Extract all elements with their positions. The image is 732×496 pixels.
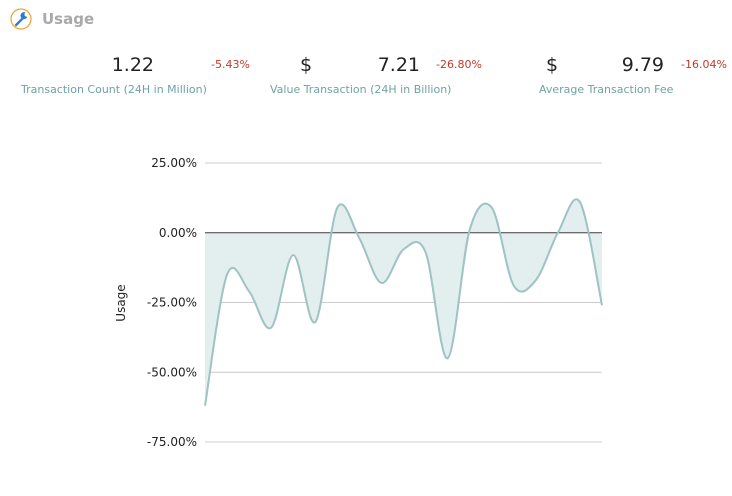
usage-area-fill	[205, 199, 602, 406]
data-point	[247, 289, 251, 293]
data-point	[556, 231, 560, 235]
metric-transaction-count: 1.22 -5.43% Transaction Count (24H in Mi…	[20, 52, 250, 102]
data-point	[313, 320, 317, 324]
metric-value: 7.21	[377, 54, 420, 76]
metric-currency: $	[546, 54, 559, 76]
data-point	[335, 206, 339, 210]
metric-value: 1.22	[111, 54, 154, 76]
data-point	[512, 284, 516, 288]
data-point	[225, 273, 229, 277]
y-tick-labels: 25.00% 0.00% -25.00% -50.00% -75.00%	[147, 156, 197, 449]
y-tick-label: 25.00%	[151, 156, 197, 170]
wrench-icon	[10, 8, 32, 30]
data-point	[446, 356, 450, 360]
metric-label: Average Transaction Fee	[539, 83, 674, 96]
metric-value: 9.79	[621, 54, 664, 76]
metric-change: -5.43%	[211, 58, 250, 71]
metric-label: Transaction Count (24H in Million)	[21, 83, 207, 96]
data-point	[269, 326, 273, 330]
data-point	[600, 303, 604, 307]
data-point	[424, 250, 428, 254]
metric-currency: $	[300, 54, 313, 76]
y-tick-label: -75.00%	[147, 435, 197, 449]
data-point	[490, 206, 494, 210]
data-point	[291, 253, 295, 257]
data-point	[402, 247, 406, 251]
usage-series-line	[204, 198, 603, 406]
header: Usage	[10, 8, 94, 30]
data-point	[578, 200, 582, 204]
metric-value-transaction: $ 7.21 -26.80% Value Transaction (24H in…	[270, 52, 510, 102]
metric-change: -26.80%	[436, 58, 482, 71]
page-title: Usage	[42, 10, 95, 28]
data-point	[379, 281, 383, 285]
metric-average-fee: $ 9.79 -16.04% Average Transaction Fee	[538, 52, 728, 102]
data-point	[534, 278, 538, 282]
data-point	[357, 236, 361, 240]
y-tick-label: -25.00%	[147, 296, 197, 310]
metric-label: Value Transaction (24H in Billion)	[270, 83, 452, 96]
data-point	[203, 404, 207, 408]
metric-change: -16.04%	[681, 58, 727, 71]
y-tick-label: 0.00%	[159, 226, 197, 240]
y-tick-label: -50.00%	[147, 365, 197, 379]
data-point	[468, 228, 472, 232]
y-axis-label: Usage	[114, 284, 128, 321]
